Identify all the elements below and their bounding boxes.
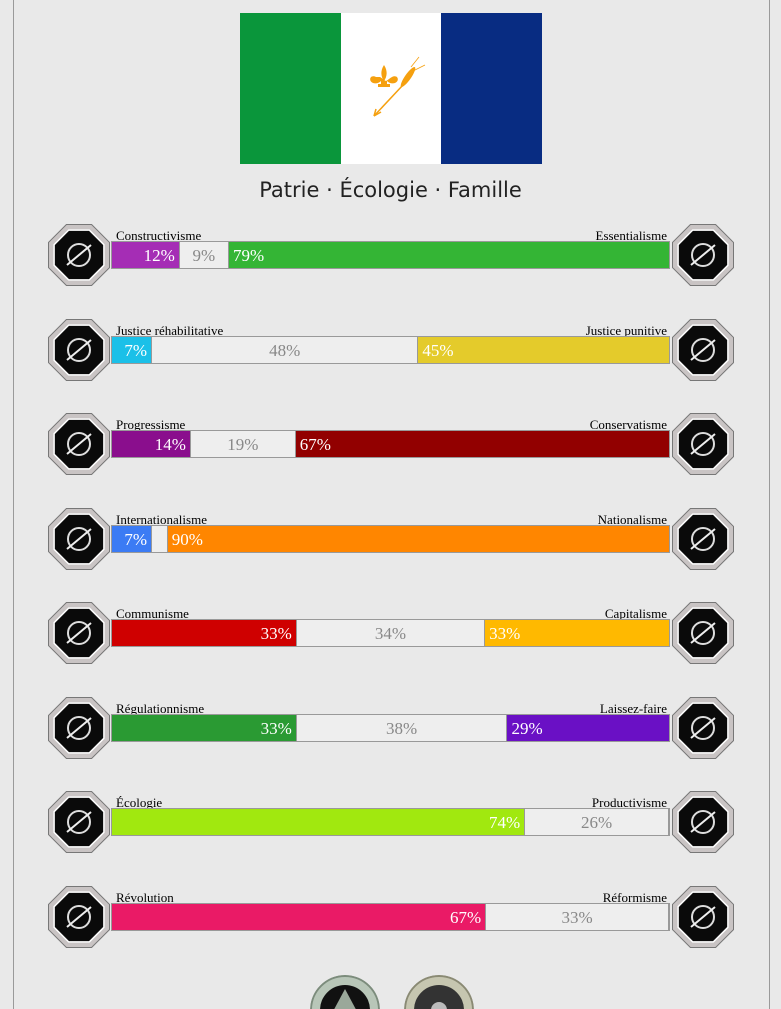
right-segment: 45%	[418, 336, 669, 363]
left-segment: 67%	[112, 903, 486, 930]
left-segment: 33%	[112, 620, 296, 646]
content-frame	[13, 0, 770, 1009]
middle-segment: 19%	[189, 431, 296, 457]
left-label: Régulationnisme	[116, 700, 205, 716]
left-label: Progressisme	[116, 417, 186, 432]
right-segment: 90%	[167, 525, 669, 552]
left-segment: 33%	[112, 714, 296, 741]
flower-icon	[672, 224, 734, 286]
left-label: Justice réhabilitative	[116, 322, 224, 338]
right-label: Conservatisme	[589, 417, 667, 432]
left-label: Constructivisme	[116, 228, 202, 243]
left-segment: 7%	[112, 525, 151, 552]
fleur-de-lis-and-wheat-icon	[369, 56, 425, 117]
axis-row: Communisme Capitalisme 33% 34% 33%	[0, 602, 781, 713]
handshake-icon	[48, 318, 110, 381]
axis-bar: 33% 38% 29%	[111, 713, 670, 742]
axis-row: Progressisme Conservatisme 14% 19% 67%	[0, 413, 781, 524]
middle-segment	[150, 525, 168, 552]
right-label: Laissez-faire	[599, 700, 667, 716]
left-label: Révolution	[116, 889, 174, 905]
ruler-icon	[48, 696, 110, 759]
axis-bar: 14% 19% 67%	[111, 430, 670, 458]
middle-segment: 26%	[524, 809, 669, 835]
quill-icon	[672, 413, 734, 475]
axis-bar: 74% 26%	[111, 808, 670, 836]
right-label: Réformisme	[602, 889, 667, 905]
middle-segment: 33%	[485, 903, 669, 930]
left-segment: 74%	[112, 809, 525, 835]
ballot-icon	[672, 885, 734, 948]
left-label: Écologie	[116, 795, 163, 810]
middle-segment: 38%	[295, 714, 508, 741]
globe-icon	[48, 507, 110, 570]
money-bag-icon	[672, 602, 734, 664]
prison-bars-icon	[672, 318, 734, 381]
left-label: Communisme	[116, 606, 189, 621]
fist-icon	[48, 885, 110, 948]
right-segment: 67%	[295, 431, 669, 457]
left-segment: 7%	[112, 336, 151, 363]
right-segment: 29%	[507, 714, 669, 741]
axis-row: Écologie Productivisme 74% 26%	[0, 791, 781, 902]
flag-icon	[672, 507, 734, 570]
axis-bar: 33% 34% 33%	[111, 619, 670, 647]
flag-stripe-green	[240, 13, 341, 164]
right-segment: 79%	[228, 242, 669, 268]
axis-bar: 67% 33%	[111, 902, 670, 931]
sprout-icon	[48, 791, 110, 853]
hammer-sickle-icon	[48, 602, 110, 664]
right-segment: 33%	[485, 620, 669, 646]
pyramid-seal-icon	[310, 975, 380, 1009]
left-label: Internationalisme	[116, 511, 207, 527]
eye-icon	[48, 224, 110, 286]
flag	[240, 13, 543, 164]
axis-row: Justice réhabilitative Justice punitive …	[0, 318, 781, 430]
middle-segment: 9%	[178, 242, 229, 268]
right-label: Justice punitive	[585, 322, 667, 338]
axis-row: Régulationnisme Laissez-faire 33% 38% 29…	[0, 696, 781, 808]
axis-row: Révolution Réformisme 67% 33%	[0, 885, 781, 997]
left-segment: 14%	[112, 431, 190, 457]
axis-bar: 7% 48% 45%	[111, 335, 670, 364]
factory-gear-icon	[672, 791, 734, 853]
right-label: Essentialisme	[595, 228, 668, 243]
butterfly-icon	[672, 696, 734, 759]
sunburst-seal-icon	[404, 975, 474, 1009]
axis-bar: 7% 90%	[111, 524, 670, 553]
axis-row: Internationalisme Nationalisme 7% 90%	[0, 507, 781, 619]
rocket-icon	[48, 413, 110, 475]
right-label: Productivisme	[591, 795, 667, 810]
motto: Patrie · Écologie · Famille	[259, 178, 522, 202]
left-segment: 12%	[112, 242, 179, 268]
flag-stripe-blue	[441, 13, 543, 164]
right-label: Nationalisme	[597, 511, 667, 527]
axis-row: Constructivisme Essentialisme 12% 9% 79%	[0, 224, 781, 335]
flag-stripe-white	[340, 13, 442, 164]
middle-segment: 48%	[150, 336, 419, 363]
middle-segment: 34%	[295, 620, 486, 646]
axis-bar: 12% 9% 79%	[111, 241, 670, 269]
right-label: Capitalisme	[604, 606, 667, 621]
